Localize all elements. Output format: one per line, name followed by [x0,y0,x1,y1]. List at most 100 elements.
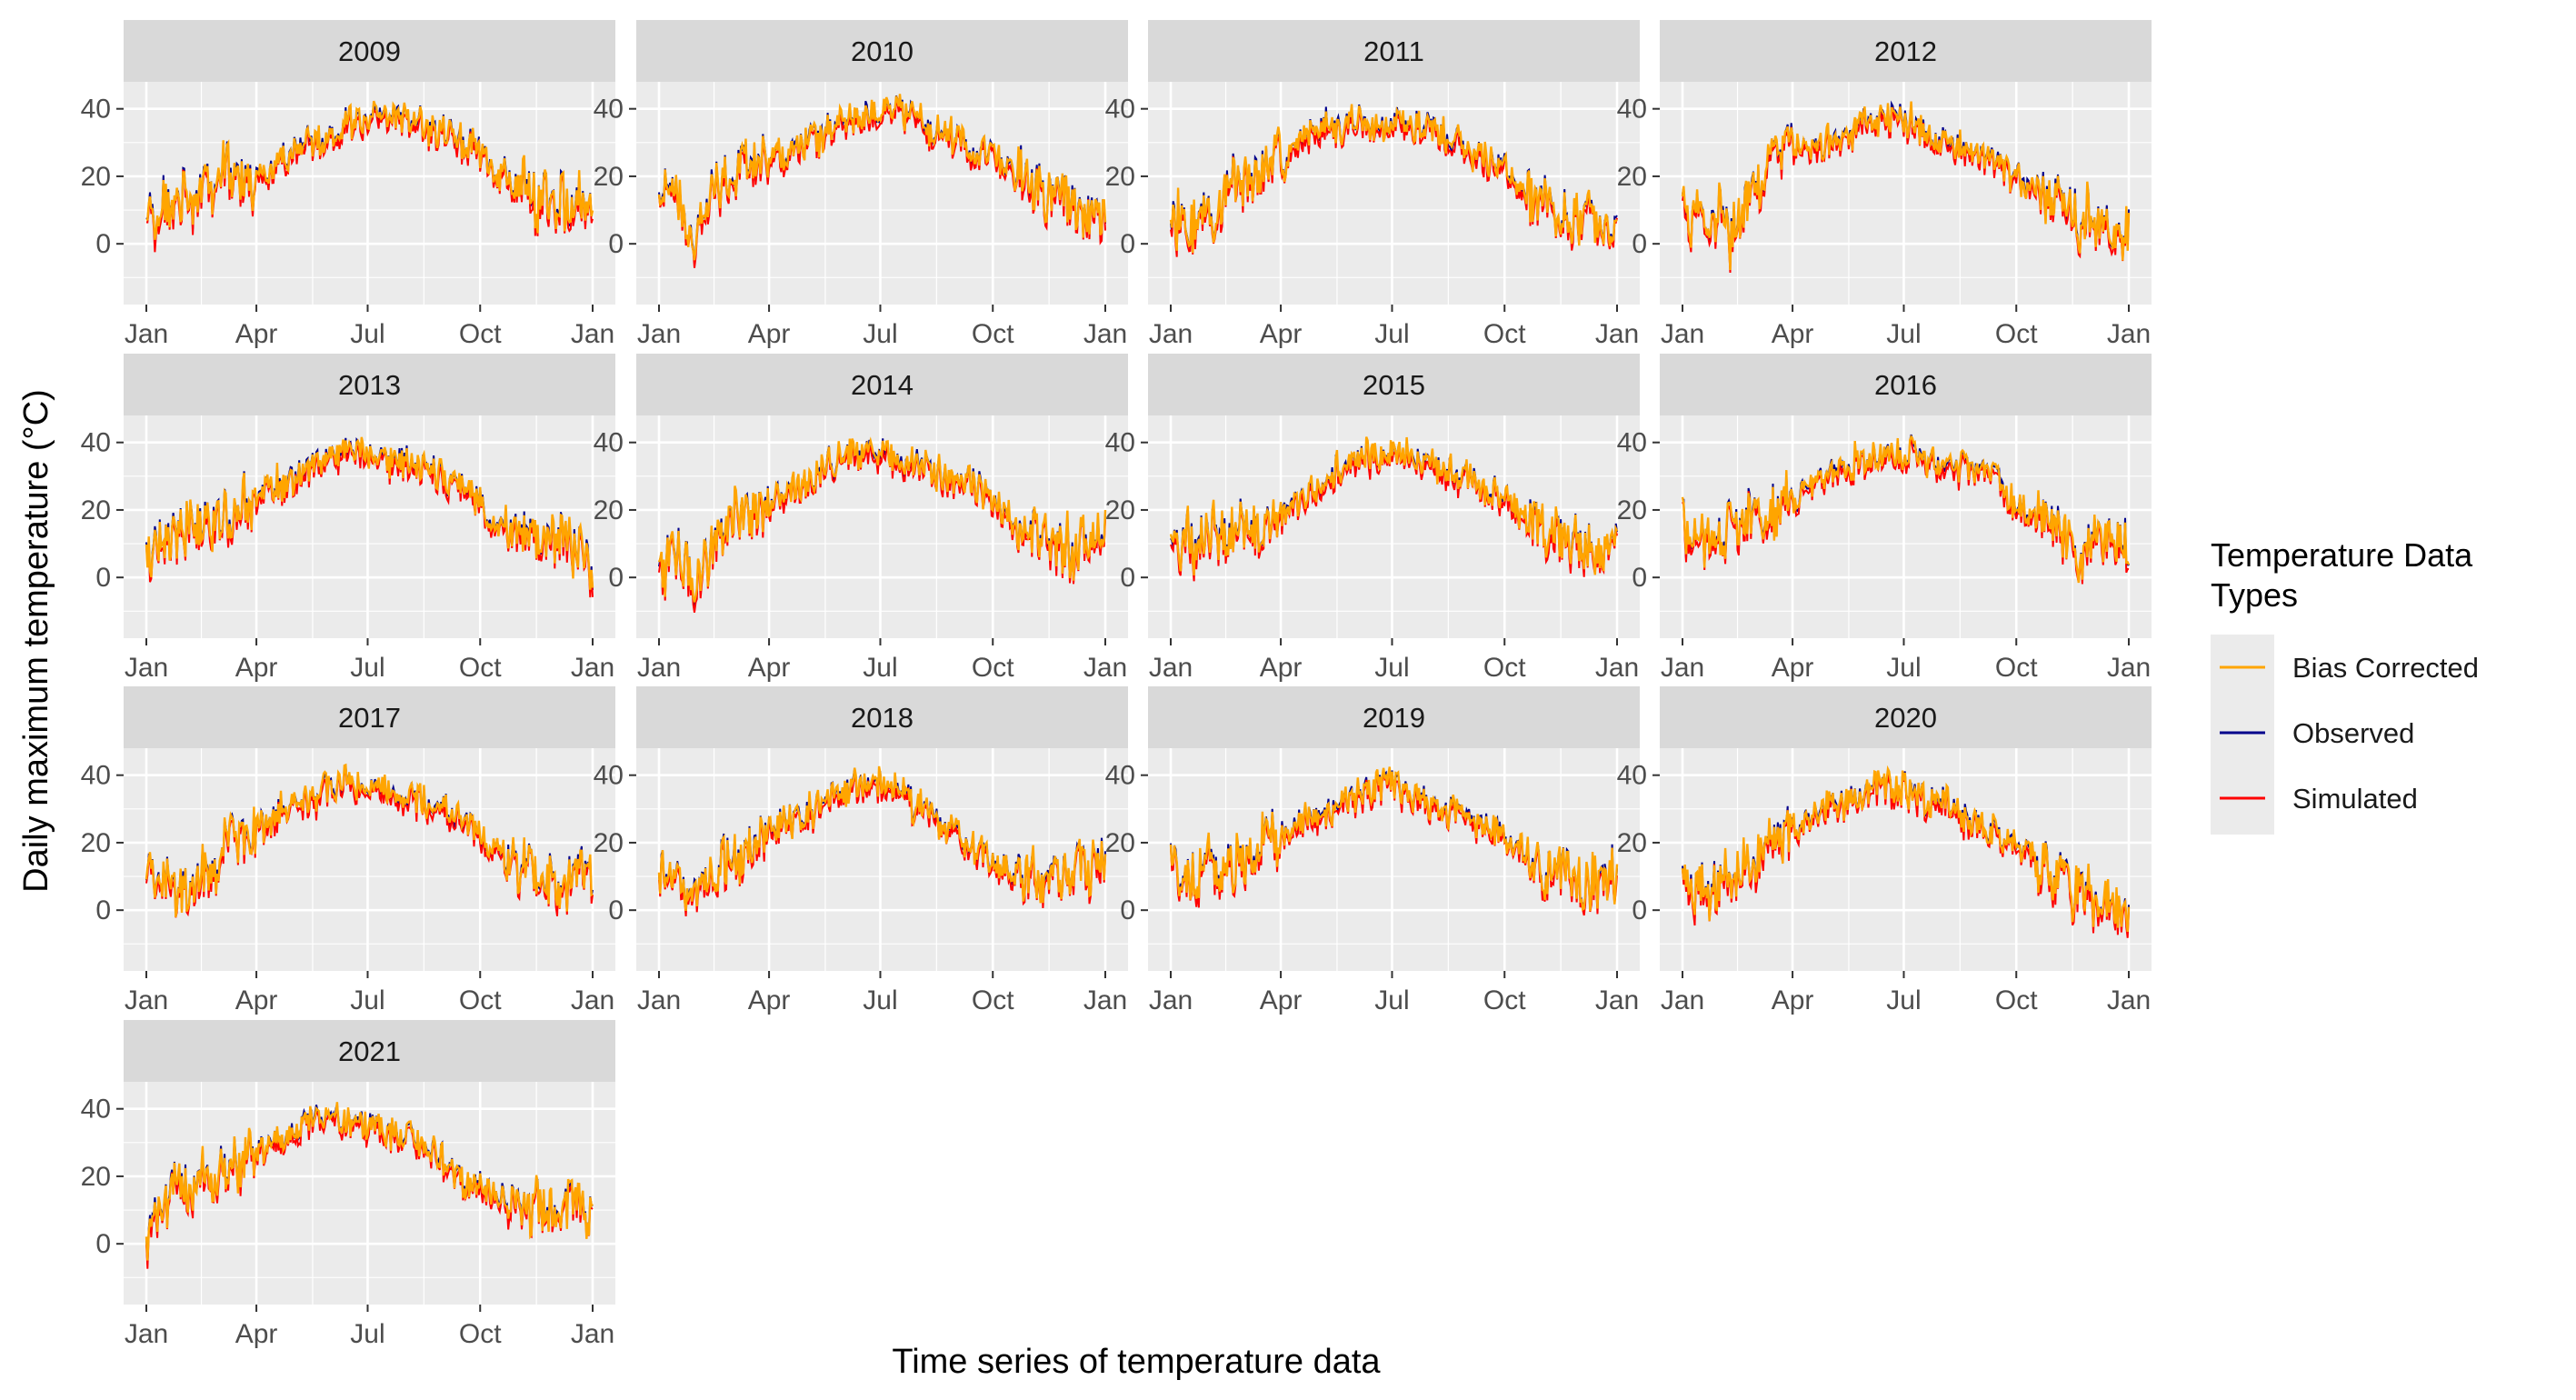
panel-2019: 2019 0 20 40 Jan Apr Jul Oct Jan [1105,686,1640,1015]
strip-2019 [1148,686,1640,748]
y-tick-label: 40 [1105,95,1135,125]
legend-title-line-1: Temperature Data [2211,536,2473,574]
panel-2017: 2017 0 20 40 Jan Apr Jul Oct Jan [81,686,615,1015]
x-tick-label: Apr [1260,653,1303,683]
x-tick-label: Oct [459,1319,502,1349]
series-bias-corrected-2011 [1169,104,1618,254]
strip-label-2018: 2018 [851,702,914,734]
strip-2018 [636,686,1128,748]
x-tick-label: Jul [1886,985,1921,1015]
series-simulated-2017 [145,768,594,918]
x-tick-label: Apr [1772,985,1814,1015]
strip-label-2017: 2017 [338,702,401,734]
panel-2021: 2021 0 20 40 Jan Apr Jul Oct Jan [81,1020,615,1349]
panel-2020: 2020 0 20 40 Jan Apr Jul Oct Jan [1617,686,2152,1015]
y-tick-label: 0 [95,563,111,593]
y-tick-label: 0 [95,895,111,925]
x-tick-label: Apr [1260,319,1303,349]
x-tick-label: Apr [1772,653,1814,683]
panel-2009: 2009 0 20 40 Jan Apr Jul Oct Jan [81,20,615,349]
x-tick-label: Apr [748,319,791,349]
y-tick-label: 0 [608,229,624,259]
y-tick-label: 0 [1120,563,1135,593]
x-tick-label: Oct [972,985,1014,1015]
panel-2013: 2013 0 20 40 Jan Apr Jul Oct Jan [81,354,615,683]
x-tick-label: Jul [863,985,897,1015]
x-tick-label: Oct [459,985,502,1015]
x-tick-label: Apr [748,653,791,683]
strip-label-2009: 2009 [338,35,401,67]
strip-label-2013: 2013 [338,369,401,401]
x-tick-label: Jan [1149,319,1193,349]
panel-bg-2017 [124,748,615,971]
series-bias-corrected-2009 [145,100,594,240]
strip-2020 [1660,686,2152,748]
series-bias-corrected-2018 [657,765,1107,912]
y-tick-label: 0 [608,895,624,925]
x-tick-label: Oct [1483,319,1526,349]
strip-2016 [1660,354,2152,415]
y-tick-label: 20 [81,1162,111,1192]
y-tick-label: 20 [81,828,111,858]
strip-label-2019: 2019 [1363,702,1425,734]
series-bias-corrected-2016 [1681,435,2131,584]
y-tick-label: 40 [81,428,111,458]
legend-keys-background [2211,635,2274,835]
strip-label-2021: 2021 [338,1035,401,1067]
y-tick-label: 40 [594,761,624,791]
x-tick-label: Jan [637,653,681,683]
y-tick-label: 0 [95,229,111,259]
x-tick-label: Oct [459,319,502,349]
legend-label-simulated: Simulated [2292,783,2418,815]
y-tick-label: 40 [81,1095,111,1125]
strip-label-2014: 2014 [851,369,914,401]
x-tick-label: Jan [2107,653,2151,683]
x-tick-label: Jan [1083,985,1127,1015]
x-tick-label: Jul [1886,653,1921,683]
y-tick-label: 40 [594,428,624,458]
x-tick-label: Oct [972,319,1014,349]
y-tick-label: 20 [81,495,111,525]
panel-2015: 2015 0 20 40 Jan Apr Jul Oct Jan [1105,354,1640,683]
strip-label-2012: 2012 [1874,35,1937,67]
x-tick-label: Jan [125,653,168,683]
strip-2011 [1148,20,1640,82]
y-tick-label: 0 [1120,895,1135,925]
x-tick-label: Jan [125,319,168,349]
x-tick-label: Jan [571,985,614,1015]
x-tick-label: Jan [125,1319,168,1349]
x-tick-label: Jan [1149,985,1193,1015]
x-tick-label: Apr [748,985,791,1015]
x-tick-label: Jul [1374,985,1409,1015]
series-bias-corrected-2012 [1681,101,2131,271]
series-bias-corrected-2013 [145,436,594,590]
x-tick-label: Jan [1595,985,1639,1015]
x-tick-label: Oct [459,653,502,683]
strip-2009 [124,20,615,82]
y-tick-label: 0 [1632,895,1647,925]
x-tick-label: Jan [2107,985,2151,1015]
x-tick-label: Oct [1483,653,1526,683]
x-tick-label: Jan [125,985,168,1015]
x-tick-label: Jul [1374,653,1409,683]
x-tick-label: Jul [350,985,384,1015]
strip-label-2015: 2015 [1363,369,1425,401]
strip-2017 [124,686,615,748]
strip-2015 [1148,354,1640,415]
x-tick-label: Jan [1661,653,1704,683]
y-tick-label: 20 [594,495,624,525]
x-tick-label: Jan [1083,319,1127,349]
y-tick-label: 0 [1120,229,1135,259]
series-bias-corrected-2019 [1169,766,1619,912]
y-tick-label: 20 [594,162,624,192]
strip-label-2016: 2016 [1874,369,1937,401]
y-tick-label: 40 [81,761,111,791]
strip-2021 [124,1020,615,1082]
x-tick-label: Oct [972,653,1014,683]
y-tick-label: 40 [1617,95,1647,125]
panel-2018: 2018 0 20 40 Jan Apr Jul Oct Jan [594,686,1128,1015]
x-tick-label: Oct [1995,985,2038,1015]
y-tick-label: 20 [1617,495,1647,525]
x-tick-label: Apr [235,319,278,349]
